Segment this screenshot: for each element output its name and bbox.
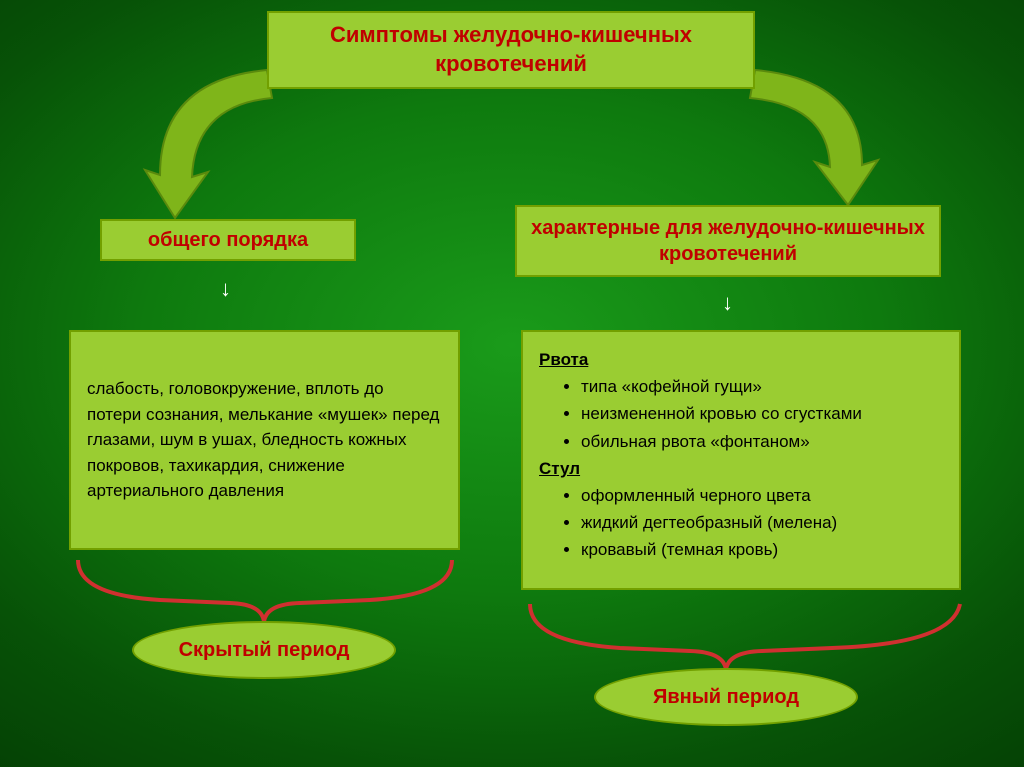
list-item: кровавый (темная кровь) — [581, 536, 862, 563]
right-period-ellipse: Явный период — [594, 668, 858, 726]
right-head-text: характерные для желудочно-кишечных крово… — [529, 215, 927, 267]
left-category-header: общего порядка — [100, 219, 356, 261]
list-item: обильная рвота «фонтаном» — [581, 428, 862, 455]
left-period-ellipse: Скрытый период — [132, 621, 396, 679]
small-arrow-left: ↓ — [220, 276, 231, 302]
left-ellipse-text: Скрытый период — [179, 639, 350, 662]
list-item: оформленный черного цвета — [581, 482, 862, 509]
left-head-text: общего порядка — [148, 229, 308, 252]
title-box: Симптомы желудочно-кишечных кровотечений — [267, 11, 755, 89]
small-arrow-right: ↓ — [722, 290, 733, 316]
right-category-header: характерные для желудочно-кишечных крово… — [515, 205, 941, 277]
right-ellipse-text: Явный период — [653, 686, 799, 709]
group1-title: Рвота — [539, 346, 862, 373]
list-item: жидкий дегтеобразный (мелена) — [581, 509, 862, 536]
group1-list: типа «кофейной гущи» неизмененной кровью… — [581, 373, 862, 455]
right-body-box: Рвота типа «кофейной гущи» неизмененной … — [521, 330, 961, 590]
group2-title: Стул — [539, 455, 862, 482]
list-item: неизмененной кровью со сгустками — [581, 400, 862, 427]
left-body-box: слабость, головокружение, вплоть до поте… — [69, 330, 460, 550]
group2-list: оформленный черного цвета жидкий дегтеоб… — [581, 482, 862, 564]
title-text: Симптомы желудочно-кишечных кровотечений — [281, 21, 741, 78]
right-body-content: Рвота типа «кофейной гущи» неизмененной … — [539, 346, 862, 564]
left-body-text: слабость, головокружение, вплоть до поте… — [87, 376, 442, 504]
list-item: типа «кофейной гущи» — [581, 373, 862, 400]
